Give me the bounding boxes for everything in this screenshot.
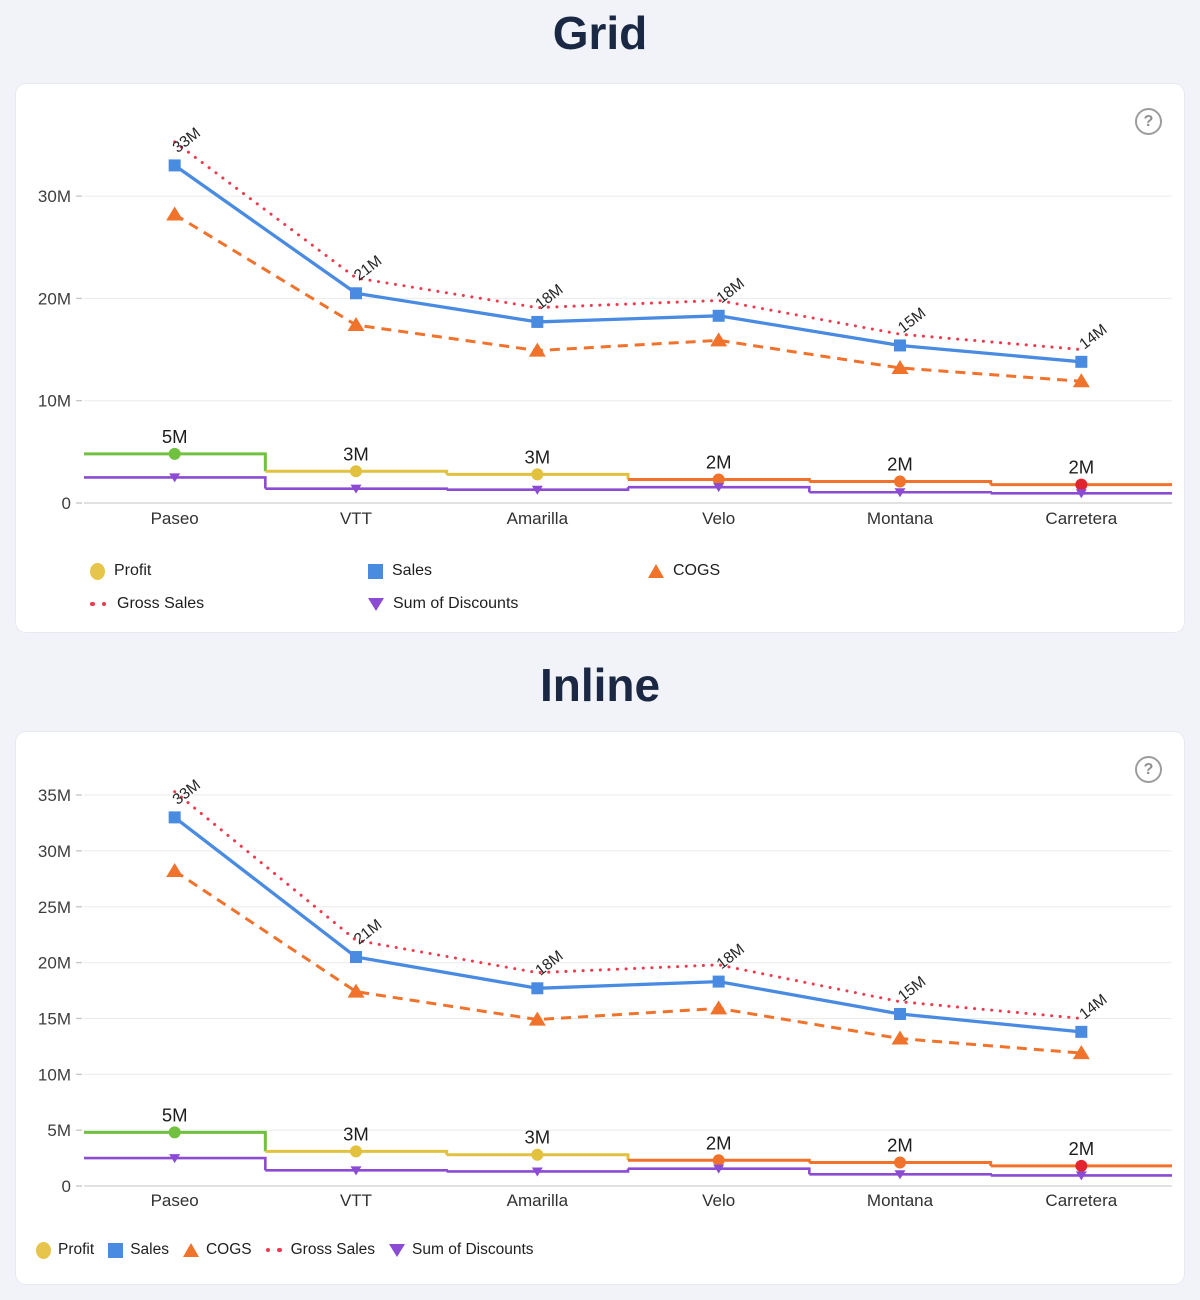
legend-label: Gross Sales xyxy=(117,595,205,612)
svg-text:33M: 33M xyxy=(170,777,204,809)
svg-text:Montana: Montana xyxy=(867,509,934,528)
help-icon[interactable]: ? xyxy=(1135,108,1162,135)
circle-legend-icon xyxy=(90,562,105,580)
inline-chart-card: 0 5M 10M 15M 20M 25M 30M 35M Paseo VTT Amarilla Vel… xyxy=(16,732,1184,1284)
svg-text:30M: 30M xyxy=(38,187,71,206)
svg-text:14M: 14M xyxy=(1076,321,1110,353)
inline-legend: Profit Sales COGS Gross Sales Sum of Discoun… xyxy=(36,1237,534,1263)
svg-text:18M: 18M xyxy=(532,281,566,313)
svg-text:5M: 5M xyxy=(162,426,188,447)
svg-text:33M: 33M xyxy=(170,125,204,157)
svg-text:20M: 20M xyxy=(38,954,71,973)
svg-text:2M: 2M xyxy=(1068,457,1094,478)
svg-text:VTT: VTT xyxy=(340,1191,372,1210)
inline-line-chart[interactable]: 0 5M 10M 15M 20M 25M 30M 35M Paseo VTT Amarilla Vel… xyxy=(16,732,1184,1218)
svg-text:21M: 21M xyxy=(351,252,385,284)
question-mark-glyph: ? xyxy=(1143,112,1154,130)
square-legend-icon xyxy=(108,1242,124,1258)
svg-text:25M: 25M xyxy=(38,898,71,917)
svg-text:15M: 15M xyxy=(38,1009,71,1028)
svg-text:VTT: VTT xyxy=(340,509,372,528)
grid-chart-card: 0 10M 20M 30M Paseo VTT Amarilla Velo Montana Car… xyxy=(16,84,1184,632)
svg-text:18M: 18M xyxy=(532,947,566,979)
svg-text:2M: 2M xyxy=(887,454,913,475)
svg-text:2M: 2M xyxy=(706,451,732,472)
svg-text:10M: 10M xyxy=(38,1065,71,1084)
legend-label: Sum of Discounts xyxy=(412,1241,534,1258)
svg-text:Paseo: Paseo xyxy=(151,1191,199,1210)
inline-chart-title: Inline xyxy=(539,659,661,711)
svg-text:15M: 15M xyxy=(895,973,929,1005)
triangle-down-legend-icon xyxy=(389,1243,406,1257)
triangle-down-legend-icon xyxy=(368,597,384,611)
svg-text:3M: 3M xyxy=(343,1123,369,1144)
svg-text:10M: 10M xyxy=(38,392,71,411)
legend-label: Sum of Discounts xyxy=(393,595,519,612)
svg-text:2M: 2M xyxy=(887,1135,913,1156)
svg-text:15M: 15M xyxy=(895,305,929,337)
svg-text:3M: 3M xyxy=(524,1127,550,1148)
question-mark-glyph: ? xyxy=(1143,760,1154,778)
svg-text:Velo: Velo xyxy=(702,509,735,528)
grid-line-chart[interactable]: 0 10M 20M 30M Paseo VTT Amarilla Velo Montana Car… xyxy=(16,84,1184,536)
triangle-up-legend-icon xyxy=(182,1243,199,1257)
legend-item-profit[interactable]: Profit xyxy=(36,1237,94,1263)
svg-text:5M: 5M xyxy=(47,1121,71,1140)
svg-text:35M: 35M xyxy=(38,786,71,805)
svg-text:Amarilla: Amarilla xyxy=(507,509,569,528)
svg-text:30M: 30M xyxy=(38,842,71,861)
svg-text:Amarilla: Amarilla xyxy=(507,1191,569,1210)
svg-text:Paseo: Paseo xyxy=(151,509,199,528)
dots-legend-icon xyxy=(265,1247,284,1253)
svg-text:Carretera: Carretera xyxy=(1045,509,1117,528)
svg-text:20M: 20M xyxy=(38,289,71,308)
legend-label: Gross Sales xyxy=(290,1241,376,1258)
legend-item-gross-sales[interactable]: Gross Sales xyxy=(265,1237,376,1263)
grid-legend: Profit Sales COGS Gross Sales Sum of Discoun… xyxy=(90,558,948,617)
svg-text:5M: 5M xyxy=(162,1104,188,1125)
svg-text:18M: 18M xyxy=(714,275,748,307)
legend-item-sales[interactable]: Sales xyxy=(108,1237,169,1263)
circle-legend-icon xyxy=(36,1241,51,1259)
legend-label: COGS xyxy=(205,1241,252,1258)
legend-item-cogs[interactable]: COGS xyxy=(648,558,948,584)
svg-text:3M: 3M xyxy=(524,446,550,467)
svg-text:18M: 18M xyxy=(714,941,748,973)
triangle-up-legend-icon xyxy=(648,564,664,578)
legend-item-sum-of-discounts[interactable]: Sum of Discounts xyxy=(389,1237,534,1263)
svg-text:0: 0 xyxy=(62,1177,71,1196)
legend-item-profit[interactable]: Profit xyxy=(90,558,368,584)
legend-label: Profit xyxy=(58,1241,95,1258)
legend-item-gross-sales[interactable]: Gross Sales xyxy=(90,591,368,617)
svg-text:Montana: Montana xyxy=(867,1191,934,1210)
legend-label: Sales xyxy=(392,562,433,579)
help-icon[interactable]: ? xyxy=(1135,756,1162,783)
svg-text:Carretera: Carretera xyxy=(1045,1191,1117,1210)
svg-text:0: 0 xyxy=(62,494,71,513)
legend-item-sales[interactable]: Sales xyxy=(368,558,648,584)
square-legend-icon xyxy=(368,563,383,579)
legend-label: COGS xyxy=(673,562,721,579)
dots-legend-icon xyxy=(90,601,108,607)
legend-label: Profit xyxy=(114,562,152,579)
svg-text:Velo: Velo xyxy=(702,1191,735,1210)
svg-text:3M: 3M xyxy=(343,443,369,464)
svg-text:2M: 2M xyxy=(1068,1138,1094,1159)
svg-text:2M: 2M xyxy=(706,1132,732,1153)
legend-label: Sales xyxy=(130,1241,169,1258)
legend-item-cogs[interactable]: COGS xyxy=(182,1237,252,1263)
legend-item-sum-of-discounts[interactable]: Sum of Discounts xyxy=(368,591,648,617)
grid-chart-title: Grid xyxy=(552,7,648,59)
